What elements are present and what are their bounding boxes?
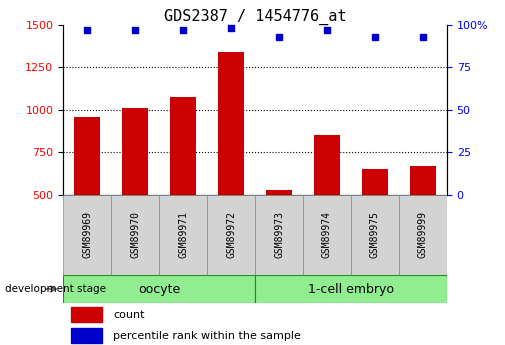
Text: GSM89999: GSM89999 (418, 211, 428, 258)
Bar (63, 195, 111, 275)
Point (419, 34, 427, 40)
Bar (255, 275, 447, 303)
Text: GSM89973: GSM89973 (274, 211, 284, 258)
Bar (362, 169, 388, 195)
Text: GSM89975: GSM89975 (370, 211, 380, 258)
Text: GSM89969: GSM89969 (82, 211, 92, 258)
Point (371, 34, 379, 40)
Point (227, 26, 235, 31)
Bar (170, 97, 196, 195)
Point (275, 34, 283, 40)
Bar (255, 195, 303, 275)
Bar (314, 135, 340, 195)
Text: GSM89974: GSM89974 (322, 211, 332, 258)
Bar (74, 117, 100, 195)
Bar (351, 195, 399, 275)
Text: development stage: development stage (5, 284, 106, 294)
Text: GSM89970: GSM89970 (130, 211, 140, 258)
Bar (71, 328, 102, 343)
Point (179, 27, 187, 33)
Text: percentile rank within the sample: percentile rank within the sample (113, 331, 301, 341)
Bar (218, 52, 244, 195)
Text: GSM89972: GSM89972 (226, 211, 236, 258)
Point (323, 27, 331, 33)
Point (131, 27, 139, 33)
Bar (71, 307, 102, 322)
Bar (159, 195, 207, 275)
Bar (266, 190, 292, 195)
Text: oocyte: oocyte (138, 283, 180, 296)
Bar (303, 195, 351, 275)
Bar (111, 195, 159, 275)
Point (83, 27, 91, 33)
Bar (207, 195, 255, 275)
Bar (410, 166, 436, 195)
Bar (399, 195, 447, 275)
Text: count: count (113, 310, 144, 320)
Bar (122, 108, 148, 195)
Bar (63, 275, 255, 303)
Text: GSM89971: GSM89971 (178, 211, 188, 258)
Title: GDS2387 / 1454776_at: GDS2387 / 1454776_at (164, 9, 346, 25)
Text: 1-cell embryo: 1-cell embryo (308, 283, 394, 296)
